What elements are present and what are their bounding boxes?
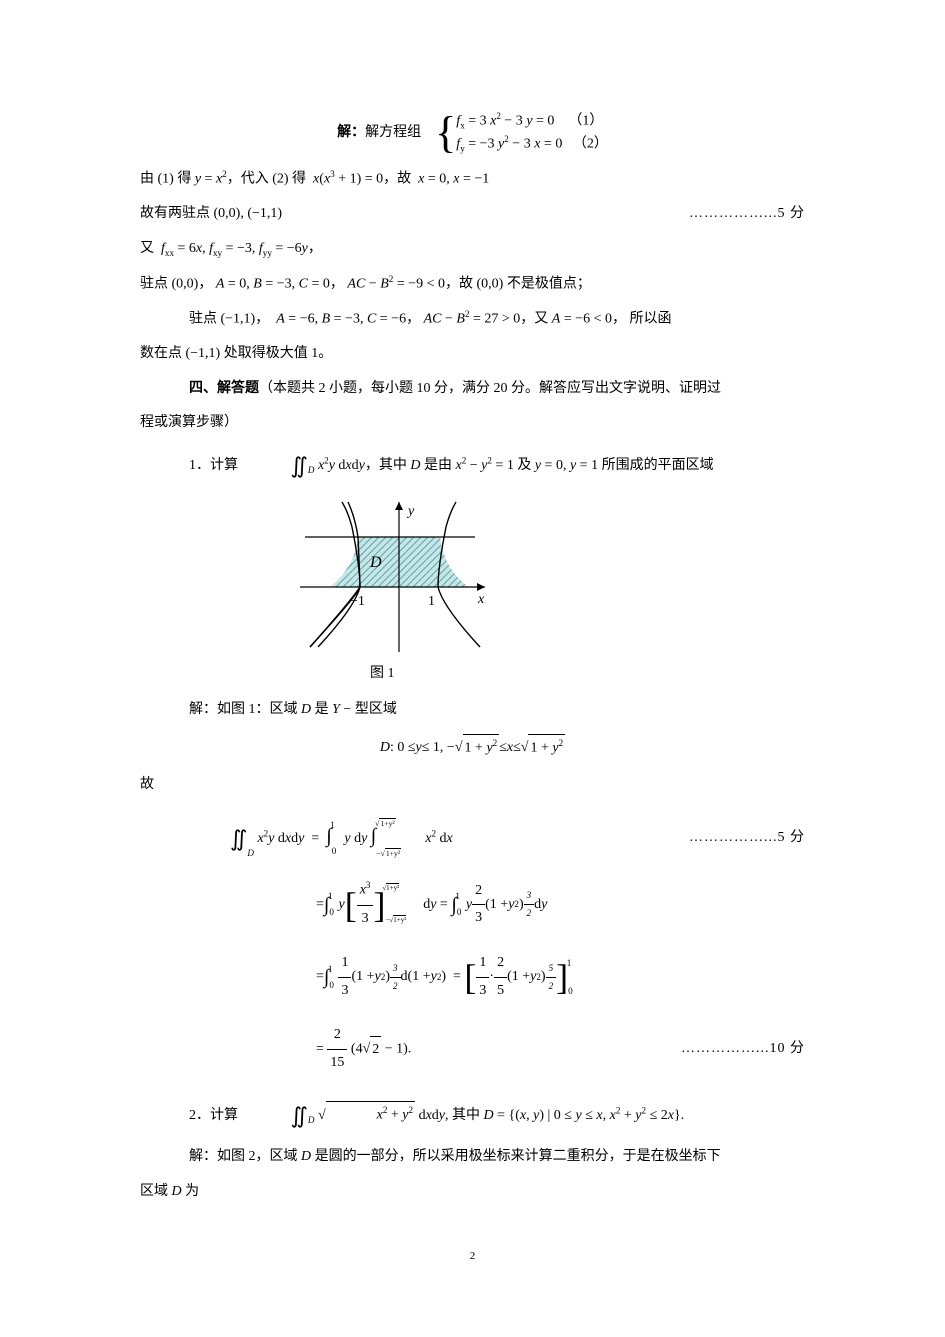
q1-step-1: ∬D x2y dxdy = ∫01 y dy ∫−√1+y²√1+y² x2 d… xyxy=(230,817,805,860)
svg-text:y: y xyxy=(406,504,415,519)
figure-1-caption: 图 1 xyxy=(370,661,805,688)
section-4-header: 四、解答题（本题共 2 小题，每小题 10 分，满分 20 分。解答应写出文字说… xyxy=(140,376,805,403)
q2-solution-intro: 解：如图 2，区域 D 是圆的一部分，所以采用极坐标来计算二重积分，于是在极坐标… xyxy=(140,1144,805,1171)
q1-solution-intro: 解：如图 1：区域 D 是 Y − 型区域 xyxy=(140,697,805,724)
critical-points: 故有两驻点 (0,0), (−1,1) xyxy=(140,201,282,228)
question-2: 2．计算 ∬D √x2 + y2 dxdy, 其中 D = {(x, y) | … xyxy=(140,1095,805,1137)
page-number: 2 xyxy=(140,1246,805,1267)
q1-step-4: = 215 (4√2 − 1). ……………...10 分 xyxy=(316,1022,805,1076)
q1-step-3: = ∫01 13 (1 + y2)32 d(1 + y2) = [ 13 · 2… xyxy=(316,950,805,1004)
section-4-desc: （本题共 2 小题，每小题 10 分，满分 20 分。解答应写出文字说明、证明过 xyxy=(259,381,721,396)
substitution-line: 由 (1) 得 y = x2，代入 (2) 得 x(x3 + 1) = 0，故 … xyxy=(140,166,805,193)
q1-step-2: = ∫01 y [ x33 ]−√1+y²√1+y² dy = ∫01 y 23… xyxy=(316,877,805,932)
svg-text:D: D xyxy=(369,554,382,571)
svg-text:x: x xyxy=(477,592,485,607)
system-label: 解方程组 xyxy=(365,120,421,147)
second-derivatives: 又 fxx = 6x, fxy = −3, fyy = −6y， xyxy=(140,236,805,263)
document-page: 解： 解方程组 { fx = 3 x2 − 3 y = 0 （1） fy = −… xyxy=(0,0,945,1327)
point1-analysis: 驻点 (0,0)， A = 0, B = −3, C = 0， AC − B2 … xyxy=(140,271,805,298)
q1-calculation: ∬D x2y dxdy = ∫01 y dy ∫−√1+y²√1+y² x2 d… xyxy=(230,817,805,1077)
q1-step4-score: ……………...10 分 xyxy=(681,1036,805,1063)
solution-prefix: 解： xyxy=(337,120,365,147)
q1-region-definition: D : 0 ≤ y ≤ 1, −√1 + y2 ≤ x ≤ √1 + y2 xyxy=(140,734,805,762)
point2-analysis-a: 驻点 (−1,1)， A = −6, B = −3, C = −6， AC − … xyxy=(140,306,805,333)
point2-analysis-b: 数在点 (−1,1) 处取得极大值 1。 xyxy=(140,341,805,368)
therefore: 故 xyxy=(140,772,805,799)
svg-text:1: 1 xyxy=(428,594,435,609)
score-5: ……………...5 分 xyxy=(689,201,805,228)
question-1: 1．计算 ∬D x2y dxdy，其中 D 是由 x2 − y2 = 1 及 y… xyxy=(140,445,805,487)
system-rows: fx = 3 x2 − 3 y = 0 （1） fy = −3 y2 − 3 x… xyxy=(456,110,608,156)
critical-points-row: 故有两驻点 (0,0), (−1,1) ……………...5 分 xyxy=(140,201,805,228)
q2-solution-cont: 区域 D 为 xyxy=(140,1179,805,1206)
svg-text:−1: −1 xyxy=(350,594,365,609)
q1-step1-score: ……………...5 分 xyxy=(689,825,805,852)
solution-system: 解： 解方程组 { fx = 3 x2 − 3 y = 0 （1） fy = −… xyxy=(140,110,805,156)
figure-1: x y −1 1 D xyxy=(300,497,500,657)
section-4-desc-cont: 程或演算步骤） xyxy=(140,410,805,437)
section-4-title: 四、解答题 xyxy=(189,381,259,396)
left-brace: { xyxy=(435,111,456,155)
